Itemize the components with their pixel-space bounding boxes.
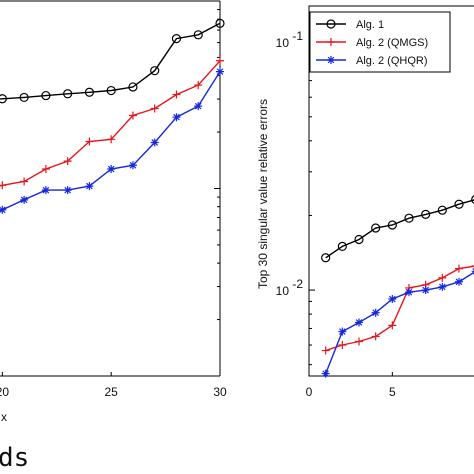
right-x-tick-label: 5 [389, 385, 396, 399]
right-data-point [404, 213, 414, 223]
right-data-point [388, 321, 397, 330]
legend-label: Alg. 1 [356, 19, 384, 31]
left-data-point [0, 205, 7, 214]
right-data-point [337, 241, 347, 252]
svg-text:-1: -1 [292, 29, 303, 43]
left-data-point [215, 18, 225, 28]
left-data-point [193, 30, 203, 40]
left-data-point [128, 82, 138, 92]
right-data-point [421, 286, 430, 295]
right-series-2 [321, 268, 474, 378]
legend-entry: Alg. 2 (QHQR) [316, 55, 428, 67]
right-data-point [354, 234, 364, 245]
left-series-line [0, 71, 221, 211]
left-data-point [106, 85, 116, 96]
left-data-point [172, 113, 181, 122]
right-data-point [455, 277, 463, 286]
left-data-point [63, 89, 73, 99]
right-data-point [321, 369, 330, 378]
right-chart-panel: 0 510-210-1 Top 30 singular value relativ… [256, 5, 474, 399]
left-x-tick-label: 30 [213, 385, 227, 399]
left-plot-area [0, 1, 220, 376]
left-series-0 [0, 18, 225, 104]
right-data-point [321, 346, 330, 355]
left-series-2 [0, 67, 224, 214]
left-data-point [150, 138, 159, 147]
right-y-tick-label: 10 -2 [276, 277, 304, 298]
caption-fragment: ds [0, 443, 29, 473]
left-data-point [150, 104, 159, 113]
left-data-point [0, 181, 7, 190]
right-y-tick-label: 10 -1 [276, 29, 304, 50]
right-data-point [355, 337, 363, 346]
right-data-point [355, 318, 363, 327]
left-data-point [84, 87, 95, 97]
left-data-point [150, 66, 160, 76]
left-data-point [107, 165, 116, 174]
right-data-point [454, 199, 464, 209]
right-data-point [388, 295, 397, 304]
left-data-point [216, 56, 224, 65]
left-data-point [19, 92, 29, 103]
left-data-point [216, 67, 224, 76]
left-x-axis-label: x [1, 410, 7, 424]
left-data-point [41, 165, 50, 174]
right-data-point [338, 341, 347, 350]
right-x-tick-label: 0 [306, 385, 313, 399]
legend-marker [327, 56, 335, 64]
left-series-1 [0, 56, 224, 190]
right-data-point [387, 220, 397, 230]
left-data-point [107, 135, 116, 144]
left-data-point [128, 161, 137, 170]
legend-marker [327, 38, 335, 46]
left-data-point [128, 111, 137, 120]
right-data-point [471, 195, 474, 204]
left-data-point [63, 186, 72, 195]
right-series-line [325, 271, 474, 374]
right-data-point [455, 264, 463, 273]
left-series-line [0, 60, 221, 187]
right-data-point [405, 288, 413, 297]
right-data-point [437, 205, 447, 215]
chart-legend: Alg. 1 Alg. 2 (QMGS) Alg. 2 (QHQR) [309, 11, 451, 73]
legend-marker [326, 19, 336, 29]
left-chart-panel: 20 25 30 x [0, 0, 227, 424]
right-data-point [371, 308, 380, 317]
right-data-point [338, 327, 347, 336]
left-data-point [172, 90, 181, 99]
right-data-point [471, 265, 474, 267]
svg-text:-2: -2 [292, 277, 303, 291]
right-data-point [421, 209, 431, 219]
left-data-point [171, 34, 182, 44]
left-data-point [20, 195, 29, 204]
right-data-point [321, 253, 331, 263]
right-data-point [371, 332, 380, 341]
left-x-tick-label: 20 [0, 385, 9, 399]
svg-text:10: 10 [276, 36, 290, 50]
svg-text:10: 10 [276, 284, 290, 298]
legend-entry: Alg. 1 [316, 19, 384, 31]
legend-entry: Alg. 2 (QMGS) [316, 37, 428, 49]
left-data-point [194, 102, 203, 111]
right-series-0 [321, 195, 474, 263]
right-data-point [438, 282, 447, 291]
legend-label: Alg. 2 (QMGS) [356, 37, 428, 49]
right-y-axis-label: Top 30 singular value relative errors [256, 99, 270, 289]
left-data-point [41, 186, 50, 195]
left-x-tick-label: 25 [104, 385, 118, 399]
left-data-point [0, 94, 7, 104]
left-series-line [0, 22, 221, 100]
right-data-point [438, 273, 447, 282]
left-data-point [41, 90, 51, 101]
left-data-point [63, 157, 72, 166]
left-data-point [194, 81, 203, 90]
left-data-point [85, 182, 94, 191]
legend-label: Alg. 2 (QHQR) [356, 55, 428, 67]
left-data-point [20, 177, 29, 186]
right-series-line [325, 199, 474, 259]
left-data-point [85, 137, 94, 146]
right-data-point [371, 223, 381, 233]
